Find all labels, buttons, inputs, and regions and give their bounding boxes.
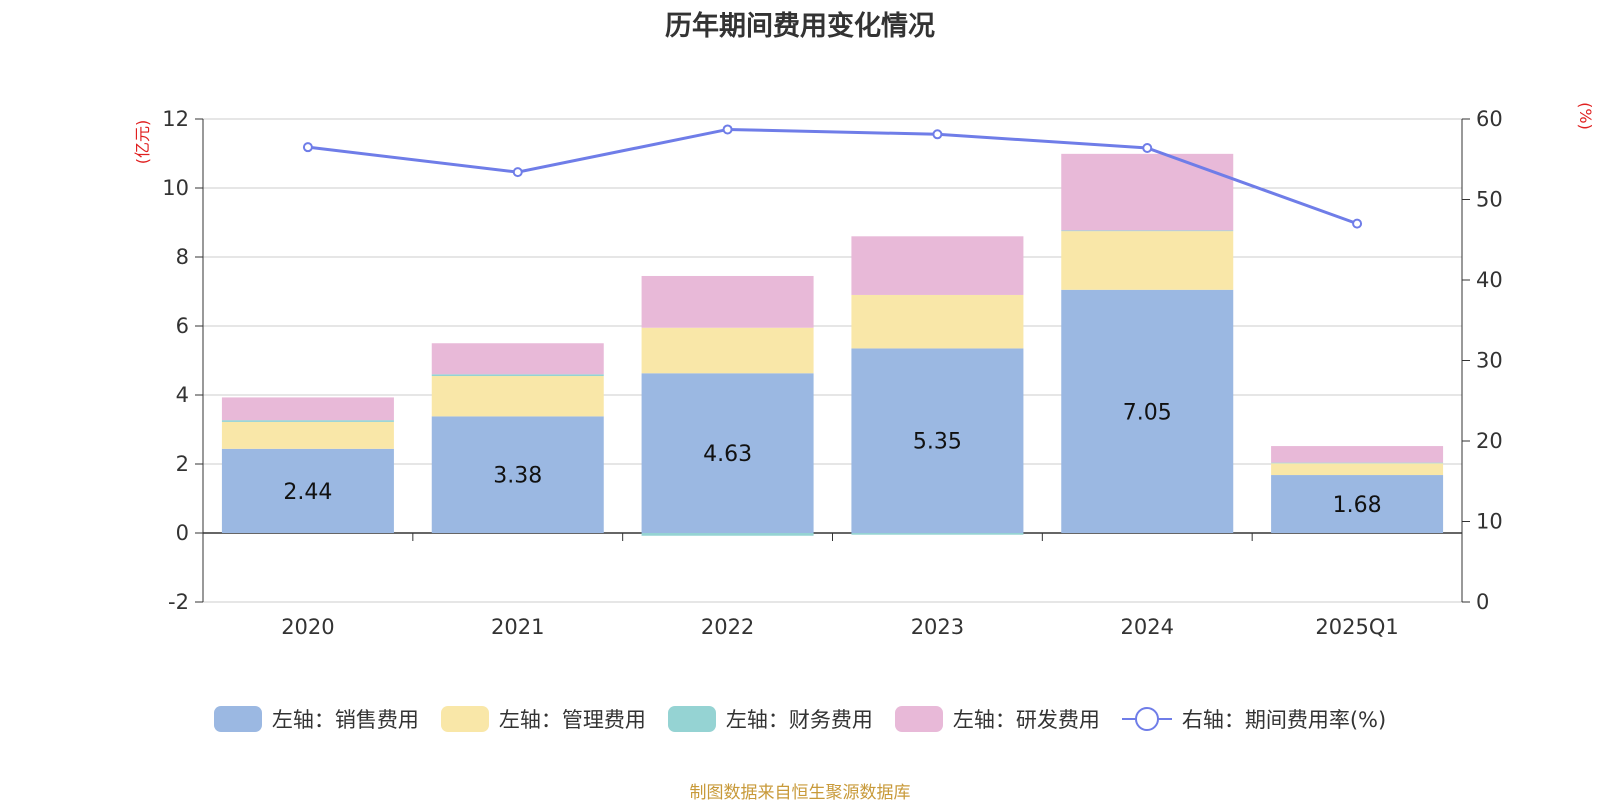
bar-segment	[851, 533, 1024, 535]
legend-item[interactable]: 左轴：财务费用	[667, 704, 873, 734]
legend-item[interactable]: 左轴：管理费用	[440, 704, 646, 734]
bar-segment	[221, 448, 394, 533]
bar-segment	[221, 421, 394, 449]
bar-segment	[1061, 230, 1234, 232]
bar-segment	[641, 275, 814, 328]
y-right-tick-label: 50	[1476, 188, 1503, 212]
bar-segment	[1271, 475, 1444, 533]
bar-segment	[641, 533, 814, 536]
legend-label: 左轴：研发费用	[952, 708, 1100, 732]
legend-item[interactable]: 左轴：研发费用	[894, 704, 1100, 734]
rate-point	[1352, 218, 1363, 229]
bar-labels: 2.44 3.38 4.63 5.35 7.05 1.68	[283, 400, 1381, 518]
x-tick-label: 2024	[1121, 615, 1174, 639]
bar-data-label: 2.44	[283, 480, 332, 505]
x-tick-label: 2025Q1	[1315, 615, 1398, 639]
bar-segment	[431, 376, 604, 417]
bar-segment	[851, 294, 1024, 349]
y-left-unit: (亿元)	[133, 120, 152, 165]
legend-label: 左轴：财务费用	[725, 708, 873, 732]
legend-swatch	[440, 706, 489, 732]
bar-segment	[221, 420, 394, 422]
bar-segment	[1271, 446, 1444, 463]
legend-swatch	[894, 706, 943, 732]
bar-data-label: 3.38	[493, 464, 542, 489]
legend-swatch	[1121, 706, 1172, 732]
x-tick-label: 2022	[701, 615, 754, 639]
bar-segment	[431, 374, 604, 377]
y-right-tick-label: 40	[1476, 268, 1503, 292]
chart-area: 2.443.384.63 5.357.051.68 121086420-26050…	[133, 102, 1595, 639]
bar-data-label: 5.35	[913, 430, 962, 455]
bar-data-label: 7.05	[1123, 400, 1172, 425]
rate-line-path	[307, 127, 1358, 226]
bar-data-label: 4.63	[703, 442, 752, 467]
y-right-tick-label: 10	[1476, 510, 1503, 534]
bar-segment	[221, 397, 394, 421]
legend-item[interactable]: 左轴：销售费用	[213, 704, 419, 734]
y-right-tick-label: 0	[1476, 590, 1489, 614]
x-tick-label: 2020	[281, 615, 334, 639]
bar-segment	[641, 327, 814, 374]
y-left-tick-label: 10	[162, 176, 189, 200]
y-right-tick-label: 20	[1476, 429, 1503, 453]
rate-point	[1142, 142, 1153, 153]
legend: 左轴：销售费用 左轴：管理费用 左轴：财务费用 左轴：研发费用 右轴：期间费用率(%)	[0, 704, 1600, 734]
bars	[221, 153, 1444, 536]
y-left-tick-label: 6	[176, 314, 189, 338]
y-left-tick-label: 0	[176, 521, 189, 545]
rate-point	[722, 124, 733, 135]
x-tick-label: 2023	[911, 615, 964, 639]
y-left-tick-label: 2	[176, 452, 189, 476]
y-left-tick-label: 8	[176, 245, 189, 269]
y-left-tick-label: -2	[168, 590, 189, 614]
bar-segment	[851, 236, 1024, 295]
rate-line	[302, 124, 1363, 229]
legend-swatch	[213, 706, 262, 732]
y-left-tick-label: 12	[162, 107, 189, 131]
bar-segment	[1061, 231, 1234, 290]
bar-segment	[1271, 462, 1444, 464]
y-right-unit: (%)	[1576, 102, 1595, 130]
x-tick-label: 2021	[491, 615, 544, 639]
bar-segment	[851, 348, 1024, 533]
y-right-tick-label: 60	[1476, 107, 1503, 131]
legend-label: 左轴：管理费用	[498, 708, 646, 732]
rate-point	[512, 167, 523, 178]
source-note: 制图数据来自恒生聚源数据库	[689, 783, 911, 803]
bar-segment	[1061, 153, 1234, 231]
y-right-tick-label: 30	[1476, 349, 1503, 373]
legend-label: 右轴：期间费用率(%)	[1181, 708, 1387, 732]
chart-title: 历年期间费用变化情况	[665, 11, 935, 42]
bar-segment	[1061, 289, 1234, 533]
rate-point	[302, 142, 313, 153]
legend-label: 左轴：销售费用	[271, 708, 419, 732]
bar-segment	[641, 373, 814, 533]
y-left-tick-label: 4	[176, 383, 189, 407]
legend-swatch	[667, 706, 716, 732]
bar-segment	[431, 343, 604, 375]
rate-point	[932, 129, 943, 140]
legend-item[interactable]: 右轴：期间费用率(%)	[1121, 704, 1387, 734]
bar-segment	[431, 416, 604, 533]
bar-data-label: 1.68	[1333, 493, 1382, 518]
bar-segment	[1271, 463, 1444, 476]
